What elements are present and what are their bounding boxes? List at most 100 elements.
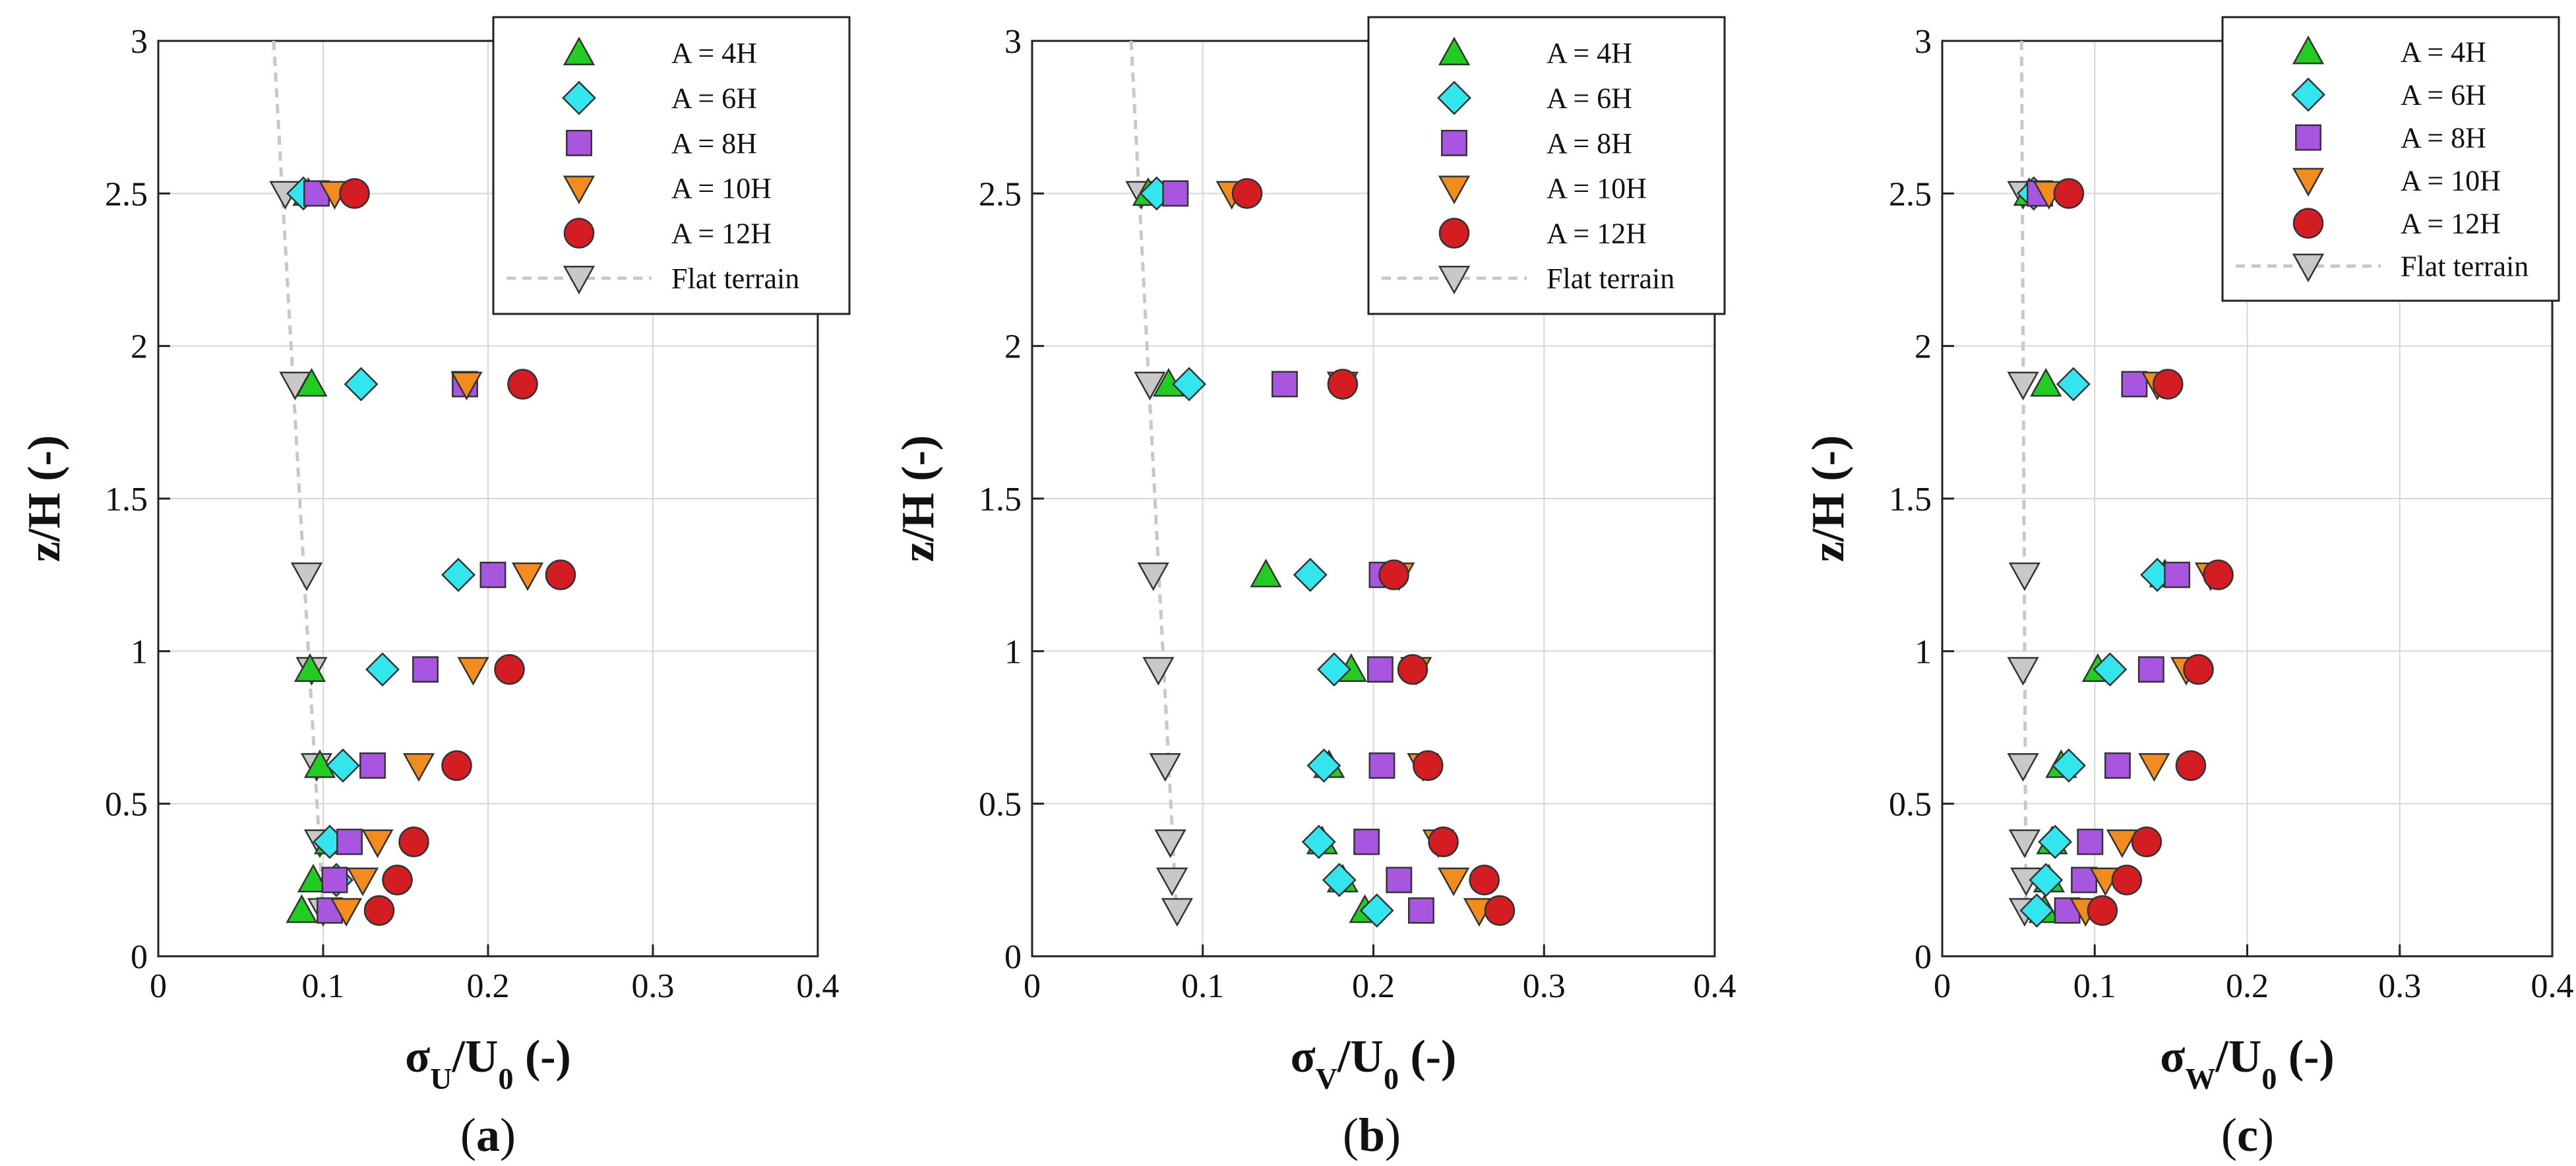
data-point (1408, 897, 1434, 924)
legend-label: A = 12H (1547, 218, 1647, 250)
data-point (2121, 371, 2148, 398)
data-point (2164, 561, 2191, 588)
data-point (511, 562, 544, 592)
series-a-10h (2033, 181, 2227, 927)
legend-label: A = 6H (671, 82, 757, 115)
data-point (1162, 180, 1189, 207)
data-point (2007, 752, 2039, 782)
panel-label: (a) (460, 1109, 516, 1161)
panel-letter: a (476, 1109, 500, 1161)
x-label-end: (-) (513, 1031, 570, 1082)
data-point (1378, 559, 1409, 590)
data-point (398, 826, 429, 857)
x-label-mid: /U (1337, 1031, 1384, 1082)
data-point (2030, 367, 2062, 397)
legend-box (1367, 16, 1726, 315)
data-point (339, 178, 370, 209)
data-point (1306, 748, 1341, 783)
x-label-sub2: 0 (1384, 1062, 1399, 1095)
data-point (2087, 895, 2118, 926)
y-tick-label: 2.5 (1889, 175, 1932, 213)
data-point (1250, 559, 1282, 588)
legend-marker (2292, 253, 2325, 283)
data-point (1172, 367, 1207, 402)
y-tick-label: 3 (1004, 23, 1022, 61)
data-point (1428, 826, 1459, 857)
series-a-8h (2027, 180, 2191, 924)
series-a-6h (2016, 176, 2175, 928)
y-tick-label: 1 (1004, 633, 1022, 671)
legend-label: A = 8H (1547, 127, 1632, 160)
data-point (2019, 893, 2054, 928)
data-point (2138, 752, 2170, 782)
data-point (1469, 865, 1500, 896)
legend-marker (566, 129, 592, 156)
legend-marker (563, 175, 596, 204)
data-point (2007, 657, 2039, 686)
data-point (1386, 867, 1413, 894)
y-tick-label: 0.5 (105, 786, 148, 824)
data-point (321, 867, 348, 894)
x-tick-label: 0.2 (2226, 967, 2269, 1005)
data-point (1484, 895, 1516, 926)
legend-marker (2291, 77, 2325, 112)
x-tick-label: 0.2 (1352, 967, 1395, 1005)
data-point (1142, 657, 1175, 686)
series-a-12h (339, 178, 576, 926)
y-tick-label: 3 (131, 23, 148, 61)
data-point (2008, 829, 2040, 859)
x-axis-label: σV/U0 (-) (1291, 1031, 1457, 1095)
data-point (1137, 562, 1169, 592)
legend-label: Flat terrain (2401, 251, 2529, 283)
legend-label: A = 10H (1547, 172, 1647, 204)
x-tick-label: 0.3 (2378, 967, 2421, 1005)
legend: A = 4H A = 6H A = 8H A = 10H A = 12H Flat ter… (2221, 16, 2560, 302)
legend-marker (563, 218, 595, 249)
data-point (2077, 828, 2104, 855)
data-point (1272, 371, 1298, 398)
legend-marker (563, 265, 596, 295)
legend: A = 4H A = 6H A = 8H A = 10H A = 12H Flat ter… (1367, 16, 1726, 315)
data-point (1149, 752, 1181, 782)
x-tick-label: 0.1 (2073, 967, 2116, 1005)
legend-label: A = 4H (2401, 36, 2486, 69)
x-label-sub2: 0 (2261, 1062, 2277, 1095)
data-point (1437, 867, 1470, 896)
legend-marker (2295, 124, 2321, 151)
data-point (1231, 178, 1263, 209)
y-axis-label: z/H (-) (1803, 435, 1854, 562)
chart-panel-a: 0 0.1 0.2 0.3 0.400.511.522.53z/H (-)σU/U0 (… (19, 16, 851, 1161)
x-tick-label: 0 (1934, 967, 1951, 1005)
x-tick-label: 0.4 (1694, 967, 1736, 1005)
y-tick-label: 0.5 (979, 786, 1022, 824)
data-point (2104, 752, 2131, 779)
legend-marker (1438, 36, 1471, 66)
panel-label: (c) (2221, 1109, 2274, 1161)
data-point (412, 656, 439, 683)
x-tick-label: 0 (1024, 967, 1041, 1005)
legend-label: A = 4H (671, 37, 757, 69)
data-point (359, 752, 386, 779)
y-tick-label: 1 (1915, 633, 1932, 671)
legend-marker (2292, 35, 2325, 65)
data-point (365, 652, 400, 687)
panel-label: (b) (1343, 1109, 1401, 1161)
data-point (2093, 652, 2128, 687)
y-tick-label: 0 (1004, 938, 1022, 976)
data-point (479, 561, 506, 588)
data-point (1353, 828, 1380, 855)
data-point (2153, 369, 2184, 400)
data-point (344, 367, 379, 402)
series-a-10h (319, 181, 544, 927)
y-axis-label: z/H (-) (893, 435, 944, 562)
x-tick-label: 0.3 (1523, 967, 1566, 1005)
x-tick-label: 0.4 (797, 967, 840, 1005)
y-tick-label: 2 (131, 328, 148, 366)
data-point (295, 367, 328, 397)
data-point (1301, 824, 1336, 859)
data-point (2053, 178, 2085, 209)
series-a-4h (1132, 177, 1381, 923)
series-a-6h (1139, 176, 1394, 928)
data-point (1317, 652, 1351, 687)
data-point (2203, 559, 2234, 590)
